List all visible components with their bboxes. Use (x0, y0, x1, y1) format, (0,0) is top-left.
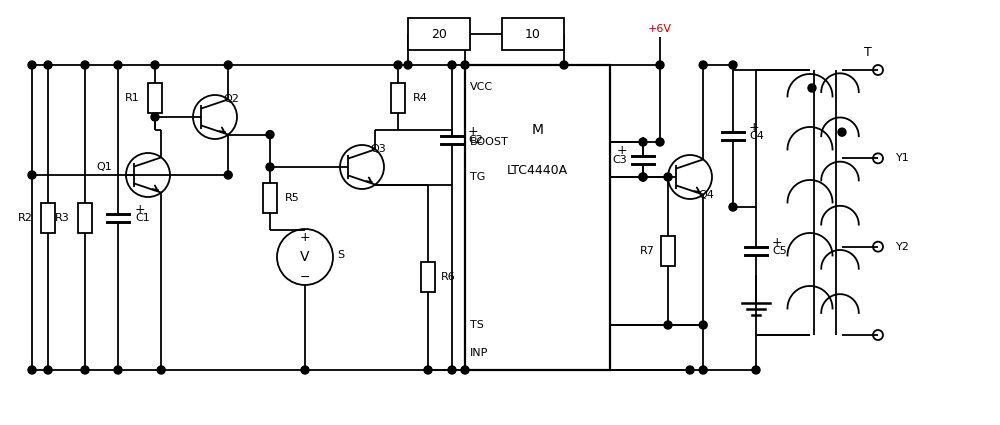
Circle shape (266, 130, 274, 139)
Circle shape (224, 171, 232, 179)
Text: TS: TS (470, 320, 484, 330)
Circle shape (424, 366, 432, 374)
Circle shape (686, 366, 694, 374)
Circle shape (664, 321, 672, 329)
Circle shape (461, 61, 469, 69)
Circle shape (448, 366, 456, 374)
Text: C5: C5 (772, 246, 787, 256)
Bar (148, 82, 162, 113)
Circle shape (729, 203, 737, 211)
Text: R3: R3 (55, 212, 70, 223)
Text: Q1: Q1 (96, 162, 112, 172)
Bar (391, 82, 405, 113)
Circle shape (808, 84, 816, 92)
Circle shape (266, 163, 274, 171)
Text: +6V: +6V (648, 24, 672, 34)
Text: +: + (468, 125, 479, 138)
Bar (41, 202, 55, 232)
Text: +: + (749, 121, 760, 133)
Text: R7: R7 (640, 246, 655, 256)
Bar (263, 182, 277, 212)
Text: −: − (300, 270, 310, 283)
Circle shape (699, 366, 707, 374)
Circle shape (151, 113, 159, 121)
Circle shape (224, 61, 232, 69)
Circle shape (461, 366, 469, 374)
Circle shape (656, 61, 664, 69)
Text: +: + (616, 144, 627, 157)
Circle shape (639, 173, 647, 181)
Circle shape (656, 138, 664, 146)
Bar (502, 18, 564, 50)
Circle shape (639, 173, 647, 181)
Text: C1: C1 (135, 212, 150, 223)
Text: +: + (772, 235, 783, 249)
Bar (408, 18, 470, 50)
Text: R6: R6 (441, 272, 456, 282)
Circle shape (157, 366, 165, 374)
Text: S: S (337, 250, 344, 260)
Bar (421, 262, 435, 292)
Circle shape (44, 61, 52, 69)
Circle shape (28, 171, 36, 179)
Circle shape (699, 321, 707, 329)
Text: V: V (300, 250, 310, 264)
Circle shape (699, 61, 707, 69)
Text: C2: C2 (468, 135, 483, 145)
Text: Q3: Q3 (370, 144, 386, 154)
Circle shape (560, 61, 568, 69)
Text: 20: 20 (431, 28, 447, 40)
Circle shape (838, 128, 846, 136)
Bar (661, 236, 675, 266)
Text: C3: C3 (612, 155, 627, 164)
Circle shape (394, 61, 402, 69)
Circle shape (114, 61, 122, 69)
Circle shape (752, 366, 760, 374)
Circle shape (81, 366, 89, 374)
Circle shape (301, 366, 309, 374)
Text: TG: TG (470, 172, 485, 182)
Circle shape (729, 61, 737, 69)
Circle shape (81, 61, 89, 69)
Text: +: + (135, 203, 146, 216)
Text: R5: R5 (285, 193, 300, 202)
Text: C4: C4 (749, 131, 764, 141)
Text: Y2: Y2 (896, 242, 910, 252)
Bar (465, 65, 610, 370)
Circle shape (639, 138, 647, 146)
Text: BOOST: BOOST (470, 137, 509, 147)
Circle shape (404, 61, 412, 69)
Circle shape (448, 61, 456, 69)
Circle shape (114, 366, 122, 374)
Text: Q2: Q2 (223, 94, 239, 104)
Text: T: T (864, 45, 872, 59)
Text: R1: R1 (125, 93, 140, 102)
Circle shape (28, 366, 36, 374)
Circle shape (44, 366, 52, 374)
Bar (78, 202, 92, 232)
Text: M: M (532, 123, 544, 137)
Text: R4: R4 (413, 93, 428, 102)
Text: LTC4440A: LTC4440A (507, 164, 568, 176)
Text: R2: R2 (18, 212, 33, 223)
Text: +: + (300, 230, 310, 244)
Text: INP: INP (470, 348, 488, 358)
Text: Q4: Q4 (698, 190, 714, 200)
Circle shape (151, 61, 159, 69)
Text: Y1: Y1 (896, 153, 910, 163)
Text: VCC: VCC (470, 82, 493, 92)
Text: 10: 10 (525, 28, 541, 40)
Circle shape (28, 61, 36, 69)
Circle shape (664, 173, 672, 181)
